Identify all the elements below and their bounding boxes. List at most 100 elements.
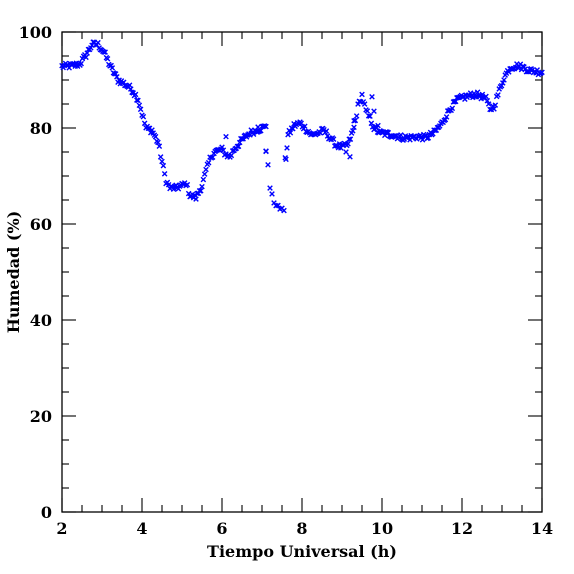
data-point: [132, 91, 139, 98]
data-point: [114, 73, 120, 80]
data-point: [203, 166, 209, 173]
data-point: [228, 152, 235, 159]
data-point: [201, 171, 208, 177]
data-point: [351, 118, 357, 124]
data-point: [495, 92, 501, 98]
data-point: [287, 129, 294, 136]
data-point: [269, 191, 275, 197]
data-point: [155, 139, 161, 146]
data-point: [255, 124, 261, 130]
data-point: [152, 133, 159, 140]
x-tick-label: 6: [216, 519, 227, 538]
data-point: [263, 148, 269, 154]
data-point: [161, 170, 168, 177]
data-point: [343, 149, 349, 155]
data-point: [104, 55, 111, 62]
data-point: [302, 123, 308, 130]
data-point: [500, 80, 506, 86]
data-point: [485, 101, 492, 107]
data-point: [145, 125, 152, 132]
data-point: [83, 54, 89, 61]
y-tick-label: 60: [30, 215, 52, 234]
data-point: [364, 108, 371, 114]
data-point: [220, 147, 227, 153]
y-tick-label: 20: [30, 407, 52, 426]
data-point: [367, 113, 373, 119]
y-tick-labels: 0 20 40 60 80 100: [19, 23, 52, 522]
data-point: [443, 114, 450, 120]
data-point: [136, 102, 143, 109]
data-point: [371, 108, 377, 114]
data-point: [375, 122, 381, 129]
data-point: [282, 154, 288, 161]
data-point: [263, 123, 269, 130]
minor-ticks: [62, 32, 542, 512]
data-point: [234, 143, 241, 150]
data-point: [156, 143, 163, 149]
data-point: [361, 101, 368, 107]
data-point: [137, 106, 144, 113]
data-point: [483, 93, 489, 100]
data-point: [539, 69, 545, 76]
data-point: [369, 94, 375, 100]
data-point: [474, 89, 481, 95]
data-point: [346, 136, 352, 142]
x-tick-labels: 2 4 6 8 10 12 14: [56, 519, 553, 538]
data-point: [200, 176, 207, 183]
data-point: [353, 113, 360, 119]
x-tick-label: 2: [56, 519, 67, 538]
data-point: [484, 97, 491, 104]
data-point: [373, 125, 380, 131]
data-point: [157, 154, 164, 160]
data-point: [492, 102, 499, 108]
x-tick-label: 10: [371, 519, 393, 538]
y-tick-label: 80: [30, 119, 52, 138]
data-point: [267, 185, 273, 191]
data-point: [159, 158, 165, 165]
data-point: [205, 159, 212, 166]
y-axis-title: Humedad (%): [4, 211, 23, 334]
data-point: [365, 113, 372, 119]
y-tick-label: 0: [41, 503, 52, 522]
data-point: [284, 145, 290, 151]
y-tick-label: 100: [19, 23, 52, 42]
data-point: [449, 105, 456, 112]
data-point: [472, 93, 478, 100]
data-point: [184, 181, 191, 188]
data-point: [350, 127, 356, 134]
x-tick-label: 12: [451, 519, 473, 538]
y-tick-label: 40: [30, 311, 52, 330]
x-tick-label: 4: [136, 519, 147, 538]
data-point: [160, 162, 167, 169]
data-point: [126, 82, 133, 88]
data-point: [84, 50, 90, 56]
data-point: [199, 183, 205, 190]
data-point: [135, 97, 141, 104]
data-point: [223, 133, 229, 140]
data-point: [140, 113, 147, 120]
data-point: [501, 77, 507, 83]
data-point: [196, 188, 203, 194]
data-point: [102, 49, 108, 55]
data-point: [330, 136, 337, 142]
data-point: [219, 144, 225, 150]
x-tick-label: 14: [531, 519, 553, 538]
data-point: [491, 106, 497, 112]
data-point: [265, 162, 271, 168]
plot-frame: [61, 31, 543, 513]
data-point: [345, 141, 351, 147]
data-point: [323, 128, 330, 134]
data-point: [78, 60, 84, 67]
data-point: [95, 39, 101, 46]
data-point: [198, 188, 204, 194]
x-axis-title: Tiempo Universal (h): [207, 542, 397, 561]
data-point: [149, 127, 155, 133]
data-point: [235, 143, 242, 150]
major-ticks: [61, 31, 543, 513]
data-point: [359, 91, 365, 98]
data-point: [281, 207, 287, 214]
data-point: [209, 154, 216, 161]
data-point: [347, 154, 353, 160]
data-point: [351, 124, 357, 131]
